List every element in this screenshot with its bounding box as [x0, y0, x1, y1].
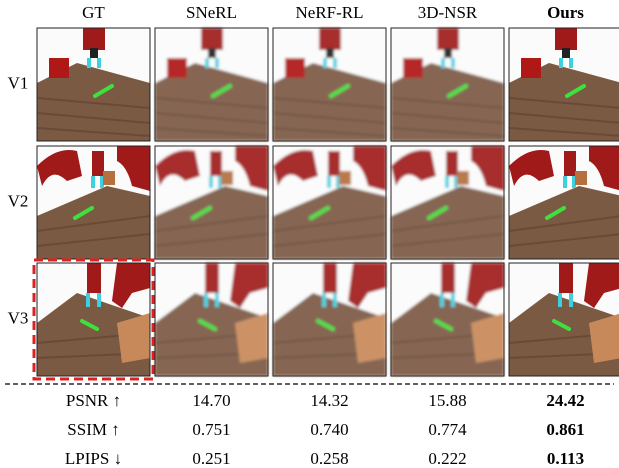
scene — [391, 146, 504, 259]
render-image — [273, 263, 386, 376]
metric-name: SSIM ↑ — [67, 420, 119, 439]
column-header: NeRF-RL — [296, 3, 364, 22]
render-image — [155, 263, 268, 376]
scene — [391, 28, 504, 141]
column-header: Ours — [547, 3, 584, 22]
render-image — [155, 28, 268, 141]
figure: GT SNeRL NeRF-RL 3D-NSR Ours V1 V2 V3 PSNR ↑ 14.7… — [0, 0, 619, 468]
metric-value: 14.70 — [192, 391, 230, 410]
metric-value: 0.774 — [428, 420, 467, 439]
metric-value: 0.258 — [310, 449, 348, 468]
scene — [155, 28, 268, 141]
render-image — [37, 146, 150, 259]
render-image — [273, 146, 386, 259]
metric-value: 0.113 — [547, 449, 584, 468]
render-image — [37, 263, 150, 376]
render-image — [155, 146, 268, 259]
scene — [37, 263, 150, 376]
render-image — [509, 146, 619, 259]
scene — [37, 146, 150, 259]
metric-value: 0.751 — [192, 420, 230, 439]
metric-value: 15.88 — [428, 391, 466, 410]
scene — [391, 263, 504, 376]
metric-value: 0.222 — [428, 449, 466, 468]
metric-name: LPIPS ↓ — [65, 449, 122, 468]
column-header: GT — [82, 3, 105, 22]
scene — [509, 146, 619, 259]
column-header: 3D-NSR — [418, 3, 478, 22]
render-image — [37, 28, 150, 141]
scene — [273, 263, 386, 376]
render-image — [273, 28, 386, 141]
row-label: V2 — [8, 191, 29, 210]
render-image — [509, 28, 619, 141]
row-label: V3 — [8, 308, 29, 327]
scene — [155, 263, 268, 376]
render-image — [509, 263, 619, 376]
render-image — [391, 146, 504, 259]
scene — [273, 28, 386, 141]
render-image — [391, 263, 504, 376]
row-label: V1 — [8, 73, 29, 92]
metric-value: 0.861 — [546, 420, 584, 439]
scene — [273, 146, 386, 259]
metric-name: PSNR ↑ — [66, 391, 121, 410]
metric-value: 24.42 — [546, 391, 584, 410]
scene — [509, 263, 619, 376]
column-header: SNeRL — [186, 3, 237, 22]
render-image — [391, 28, 504, 141]
scene — [155, 146, 268, 259]
metric-value: 0.740 — [310, 420, 348, 439]
metric-value: 0.251 — [192, 449, 230, 468]
scene — [509, 28, 619, 141]
scene — [37, 28, 150, 141]
metric-value: 14.32 — [310, 391, 348, 410]
